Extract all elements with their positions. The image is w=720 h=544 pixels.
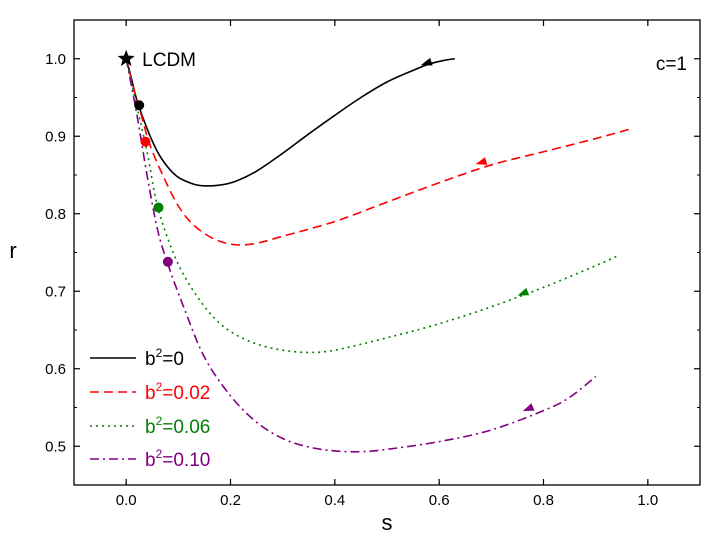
x-axis-title: s bbox=[382, 510, 393, 535]
y-tick-label: 0.9 bbox=[45, 128, 66, 145]
plot-frame bbox=[73, 19, 701, 486]
y-tick-label: 0.5 bbox=[45, 438, 66, 455]
y-axis-title: r bbox=[9, 238, 16, 263]
x-tick-label: 1.0 bbox=[637, 492, 658, 509]
direction-arrow-b2-010 bbox=[522, 403, 535, 412]
axis-ticks: 0.0 0.2 0.4 0.6 0.8 1.0 0.5 0.6 0.7 0.8 0.9 1.0 bbox=[45, 20, 700, 509]
direction-arrow-b2-002 bbox=[475, 157, 488, 165]
lcdm-label: LCDM bbox=[142, 50, 196, 71]
today-marker-b2-0 bbox=[134, 100, 145, 111]
x-tick-label: 0.4 bbox=[324, 492, 345, 509]
curve-b2-010 bbox=[125, 58, 597, 453]
x-tick-label: 0.8 bbox=[533, 492, 554, 509]
corner-label: c=1 bbox=[656, 54, 687, 75]
legend-label-b2-006: b2=0.06 bbox=[145, 414, 210, 438]
legend-label-b2-002: b2=0.02 bbox=[145, 380, 210, 404]
x-tick-label: 0.6 bbox=[429, 492, 450, 509]
legend-label-b2-010: b2=0.10 bbox=[145, 447, 210, 471]
curve-b2-0 bbox=[125, 57, 455, 187]
today-marker-b2-010 bbox=[162, 256, 173, 267]
y-tick-label: 0.7 bbox=[45, 283, 66, 300]
today-marker-b2-002 bbox=[140, 136, 151, 147]
direction-arrow-b2-0 bbox=[420, 57, 433, 66]
y-tick-label: 0.8 bbox=[45, 206, 66, 223]
curve-b2-006 bbox=[125, 58, 617, 354]
x-tick-label: 0.2 bbox=[220, 492, 241, 509]
today-marker-b2-006 bbox=[153, 202, 164, 213]
series-markers bbox=[117, 49, 535, 412]
x-tick-label: 0.0 bbox=[116, 492, 137, 509]
y-tick-label: 0.6 bbox=[45, 361, 66, 378]
lcdm-star-icon bbox=[117, 49, 135, 67]
y-tick-label: 1.0 bbox=[45, 51, 66, 68]
legend-label-b2-0: b2=0 bbox=[145, 346, 184, 370]
legend: b2=0 b2=0.02 b2=0.06 b2=0.10 bbox=[90, 346, 210, 471]
direction-arrow-b2-006 bbox=[517, 287, 530, 296]
